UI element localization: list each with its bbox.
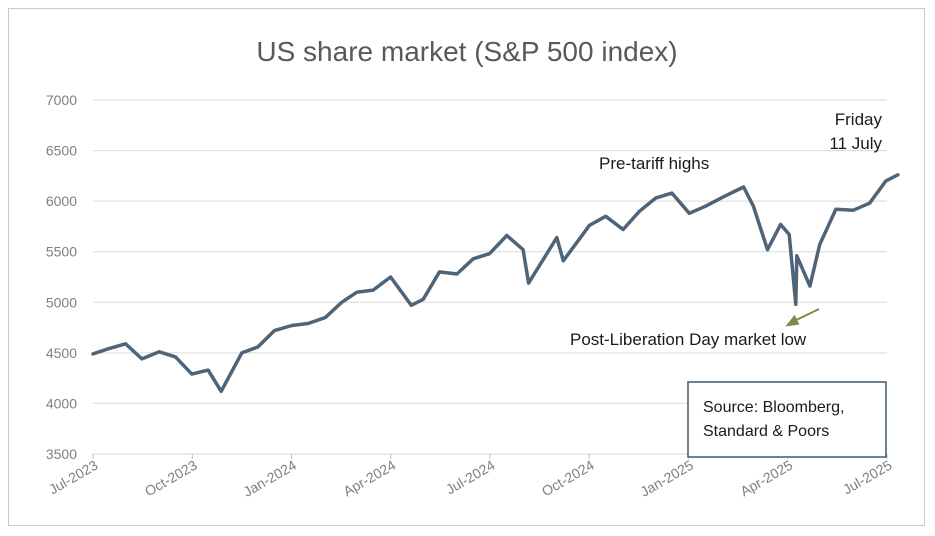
y-tick-label: 6500 xyxy=(46,143,77,159)
y-axis: 7000 6500 6000 5500 5000 4500 4000 3500 xyxy=(46,92,77,462)
x-tick-label: Apr-2025 xyxy=(737,457,795,500)
gridlines xyxy=(93,99,887,455)
annotation-friday-line2: 11 July xyxy=(829,134,882,153)
y-tick-label: 3500 xyxy=(46,446,77,462)
source-box: Source: Bloomberg, Standard & Poors xyxy=(687,381,887,458)
y-tick-label: 4500 xyxy=(46,345,77,361)
y-tick-label: 5000 xyxy=(46,294,77,310)
x-tick-label: Jan-2024 xyxy=(240,457,299,500)
series-line-sp500 xyxy=(91,173,900,394)
annotation-arrow xyxy=(785,308,820,327)
annotation-post-liberation-low: Post-Liberation Day market low xyxy=(570,330,807,349)
x-axis: Jul-2023 Oct-2023 Jan-2024 Apr-2024 Jul-2024… xyxy=(46,454,895,500)
x-tick-label: Apr-2024 xyxy=(340,457,398,500)
annotation-friday-line1: Friday xyxy=(835,110,883,129)
y-tick-label: 6000 xyxy=(46,193,77,209)
source-line2: Standard & Poors xyxy=(703,423,829,440)
x-tick-label: Oct-2024 xyxy=(539,457,597,500)
x-tick-label: Jul-2025 xyxy=(840,457,895,498)
x-tick-label: Oct-2023 xyxy=(142,457,200,500)
x-tick-label: Jul-2024 xyxy=(443,457,498,498)
annotation-pre-tariff-highs: Pre-tariff highs xyxy=(599,154,709,173)
x-tick-label: Jan-2025 xyxy=(637,457,696,500)
y-tick-label: 4000 xyxy=(46,395,77,411)
y-tick-label: 5500 xyxy=(46,244,77,260)
chart-frame: US share market (S&P 500 index) 7000 6500… xyxy=(8,8,925,526)
x-tick-label: Jul-2023 xyxy=(46,457,101,498)
series-layer xyxy=(91,173,900,394)
chart-title: US share market (S&P 500 index) xyxy=(256,36,677,67)
chart: US share market (S&P 500 index) 7000 6500… xyxy=(46,36,900,500)
y-tick-label: 7000 xyxy=(46,92,77,108)
source-line1: Source: Bloomberg, xyxy=(703,399,844,416)
